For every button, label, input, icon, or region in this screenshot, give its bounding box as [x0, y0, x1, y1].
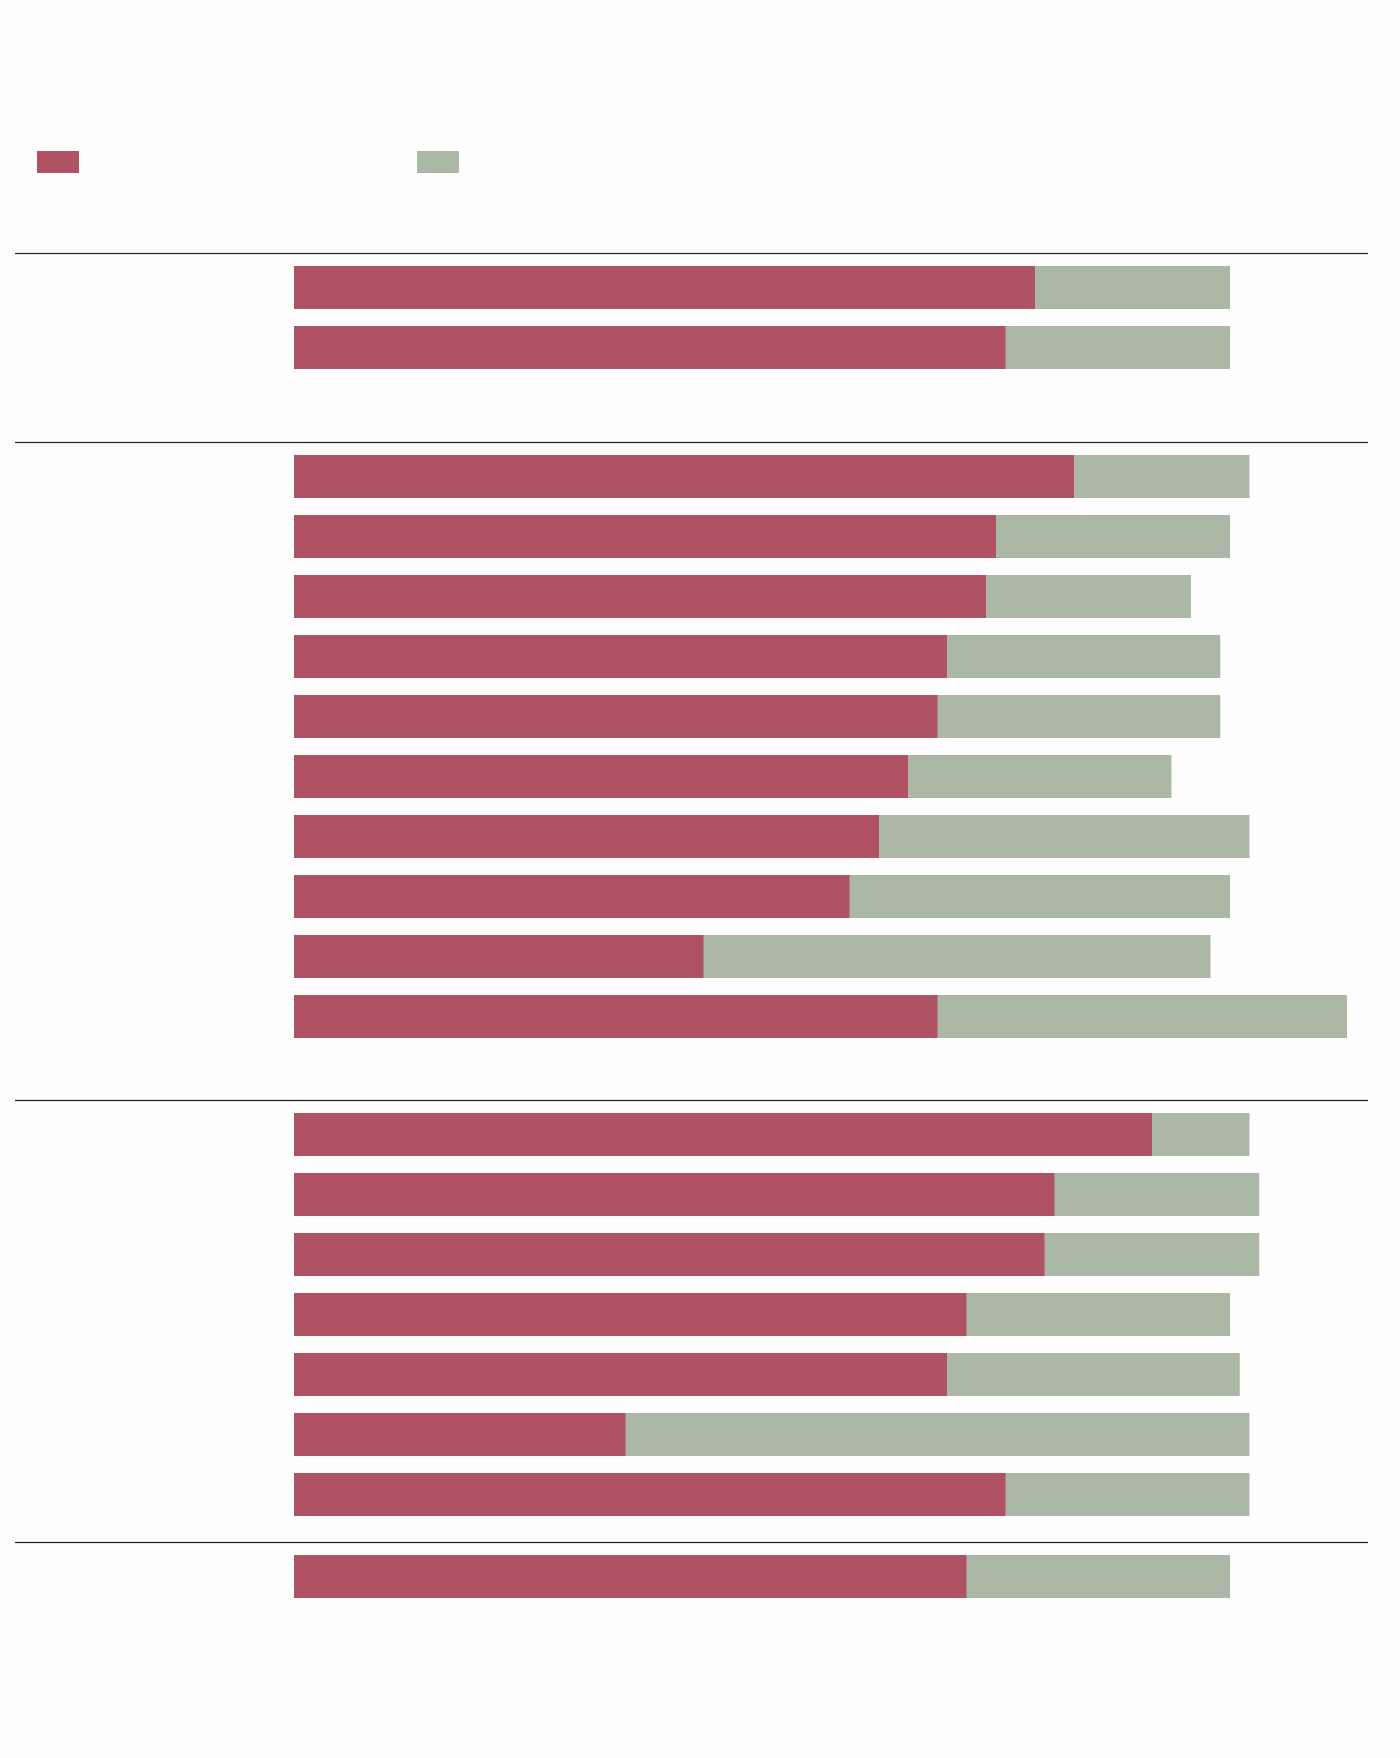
bar-row-3-series-2	[1074, 455, 1250, 498]
bar-row-12-series-2	[937, 995, 1347, 1038]
bars	[294, 266, 1347, 1598]
bar-row-8-series-1	[294, 755, 909, 798]
bar-row-2-series-1	[294, 326, 1006, 369]
bar-row-10-series-1	[294, 875, 850, 918]
legend-swatch-2	[417, 151, 459, 173]
bar-row-10-series-2	[849, 875, 1230, 918]
bar-row-16-series-1	[294, 1293, 967, 1336]
bar-row-1-series-1	[294, 266, 1035, 309]
bar-row-18-series-1	[294, 1413, 626, 1456]
bar-row-12-series-1	[294, 995, 938, 1038]
bar-row-13-series-1	[294, 1113, 1152, 1156]
bar-row-7-series-2	[937, 695, 1221, 738]
bar-row-20-series-1	[294, 1555, 967, 1598]
bar-row-7-series-1	[294, 695, 938, 738]
bar-row-5-series-1	[294, 575, 987, 618]
bar-row-5-series-2	[986, 575, 1191, 618]
bar-row-15-series-1	[294, 1233, 1045, 1276]
bar-row-6-series-2	[947, 635, 1221, 678]
bar-row-11-series-1	[294, 935, 704, 978]
bar-row-19-series-2	[1005, 1473, 1250, 1516]
bar-row-11-series-2	[703, 935, 1211, 978]
bar-row-14-series-2	[1054, 1173, 1260, 1216]
bar-row-15-series-2	[1044, 1233, 1260, 1276]
bar-row-20-series-2	[966, 1555, 1230, 1598]
bar-row-19-series-1	[294, 1473, 1006, 1516]
bar-row-4-series-1	[294, 515, 996, 558]
bar-row-3-series-1	[294, 455, 1074, 498]
bar-row-9-series-1	[294, 815, 879, 858]
bar-row-17-series-2	[947, 1353, 1240, 1396]
bar-row-13-series-2	[1152, 1113, 1250, 1156]
bar-row-2-series-2	[1005, 326, 1230, 369]
bar-row-17-series-1	[294, 1353, 948, 1396]
bar-row-4-series-2	[996, 515, 1230, 558]
bar-row-18-series-2	[625, 1413, 1250, 1456]
bar-row-16-series-2	[966, 1293, 1230, 1336]
bar-row-14-series-1	[294, 1173, 1055, 1216]
bar-row-8-series-2	[908, 755, 1172, 798]
bar-row-6-series-1	[294, 635, 948, 678]
bar-row-9-series-2	[879, 815, 1250, 858]
legend-swatch-1	[37, 151, 79, 173]
group-dividers	[15, 252, 1368, 1544]
bar-row-1-series-2	[1035, 266, 1230, 309]
legend	[37, 151, 459, 173]
